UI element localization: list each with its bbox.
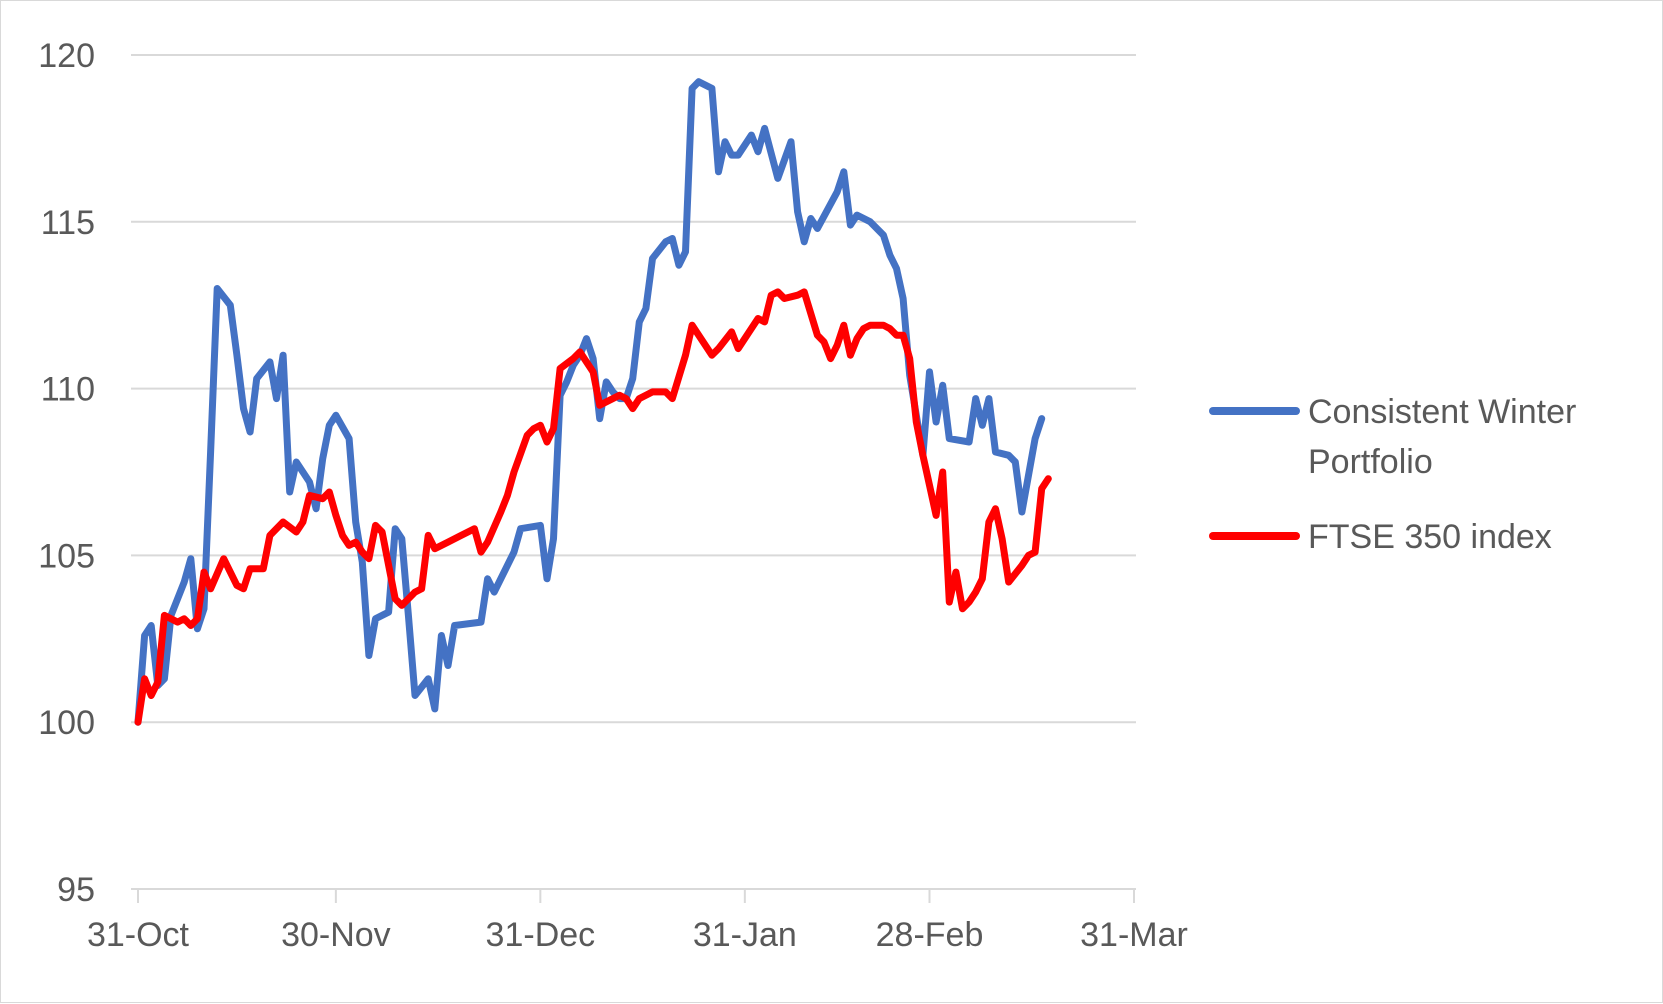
legend-label-consistent-winter-portfolio: Consistent Winter Portfolio <box>1308 393 1576 481</box>
y-tick-label: 120 <box>38 37 95 75</box>
x-tick-label: 31-Mar <box>1080 916 1188 954</box>
y-tick-label: 115 <box>41 204 95 242</box>
legend: Consistent Winter Portfolio FTSE 350 index <box>1209 393 1576 556</box>
y-tick-label: 105 <box>38 537 95 575</box>
series-lines <box>134 78 1052 726</box>
y-tick-label: 110 <box>41 371 95 409</box>
x-tick-label: 30-Nov <box>281 916 391 954</box>
y-axis-tick-labels: 95 100 105 110 115 120 <box>38 37 95 909</box>
y-tick-label: 100 <box>38 704 95 742</box>
x-tick-label: 31-Dec <box>486 916 596 954</box>
legend-label-ftse-350-index: FTSE 350 index <box>1308 518 1552 556</box>
y-tick-label: 95 <box>57 871 95 909</box>
x-axis <box>137 889 1135 903</box>
x-tick-label: 28-Feb <box>876 916 984 954</box>
x-axis-tick-labels: 31-Oct 30-Nov 31-Dec 31-Jan 28-Feb 31-Mar <box>87 916 1188 954</box>
gridlines <box>131 54 1136 890</box>
series-line-ftse-350-index <box>134 288 1052 726</box>
x-tick-label: 31-Jan <box>693 916 797 954</box>
series-line-consistent-winter-portfolio <box>134 78 1046 726</box>
x-tick-label: 31-Oct <box>87 916 190 954</box>
